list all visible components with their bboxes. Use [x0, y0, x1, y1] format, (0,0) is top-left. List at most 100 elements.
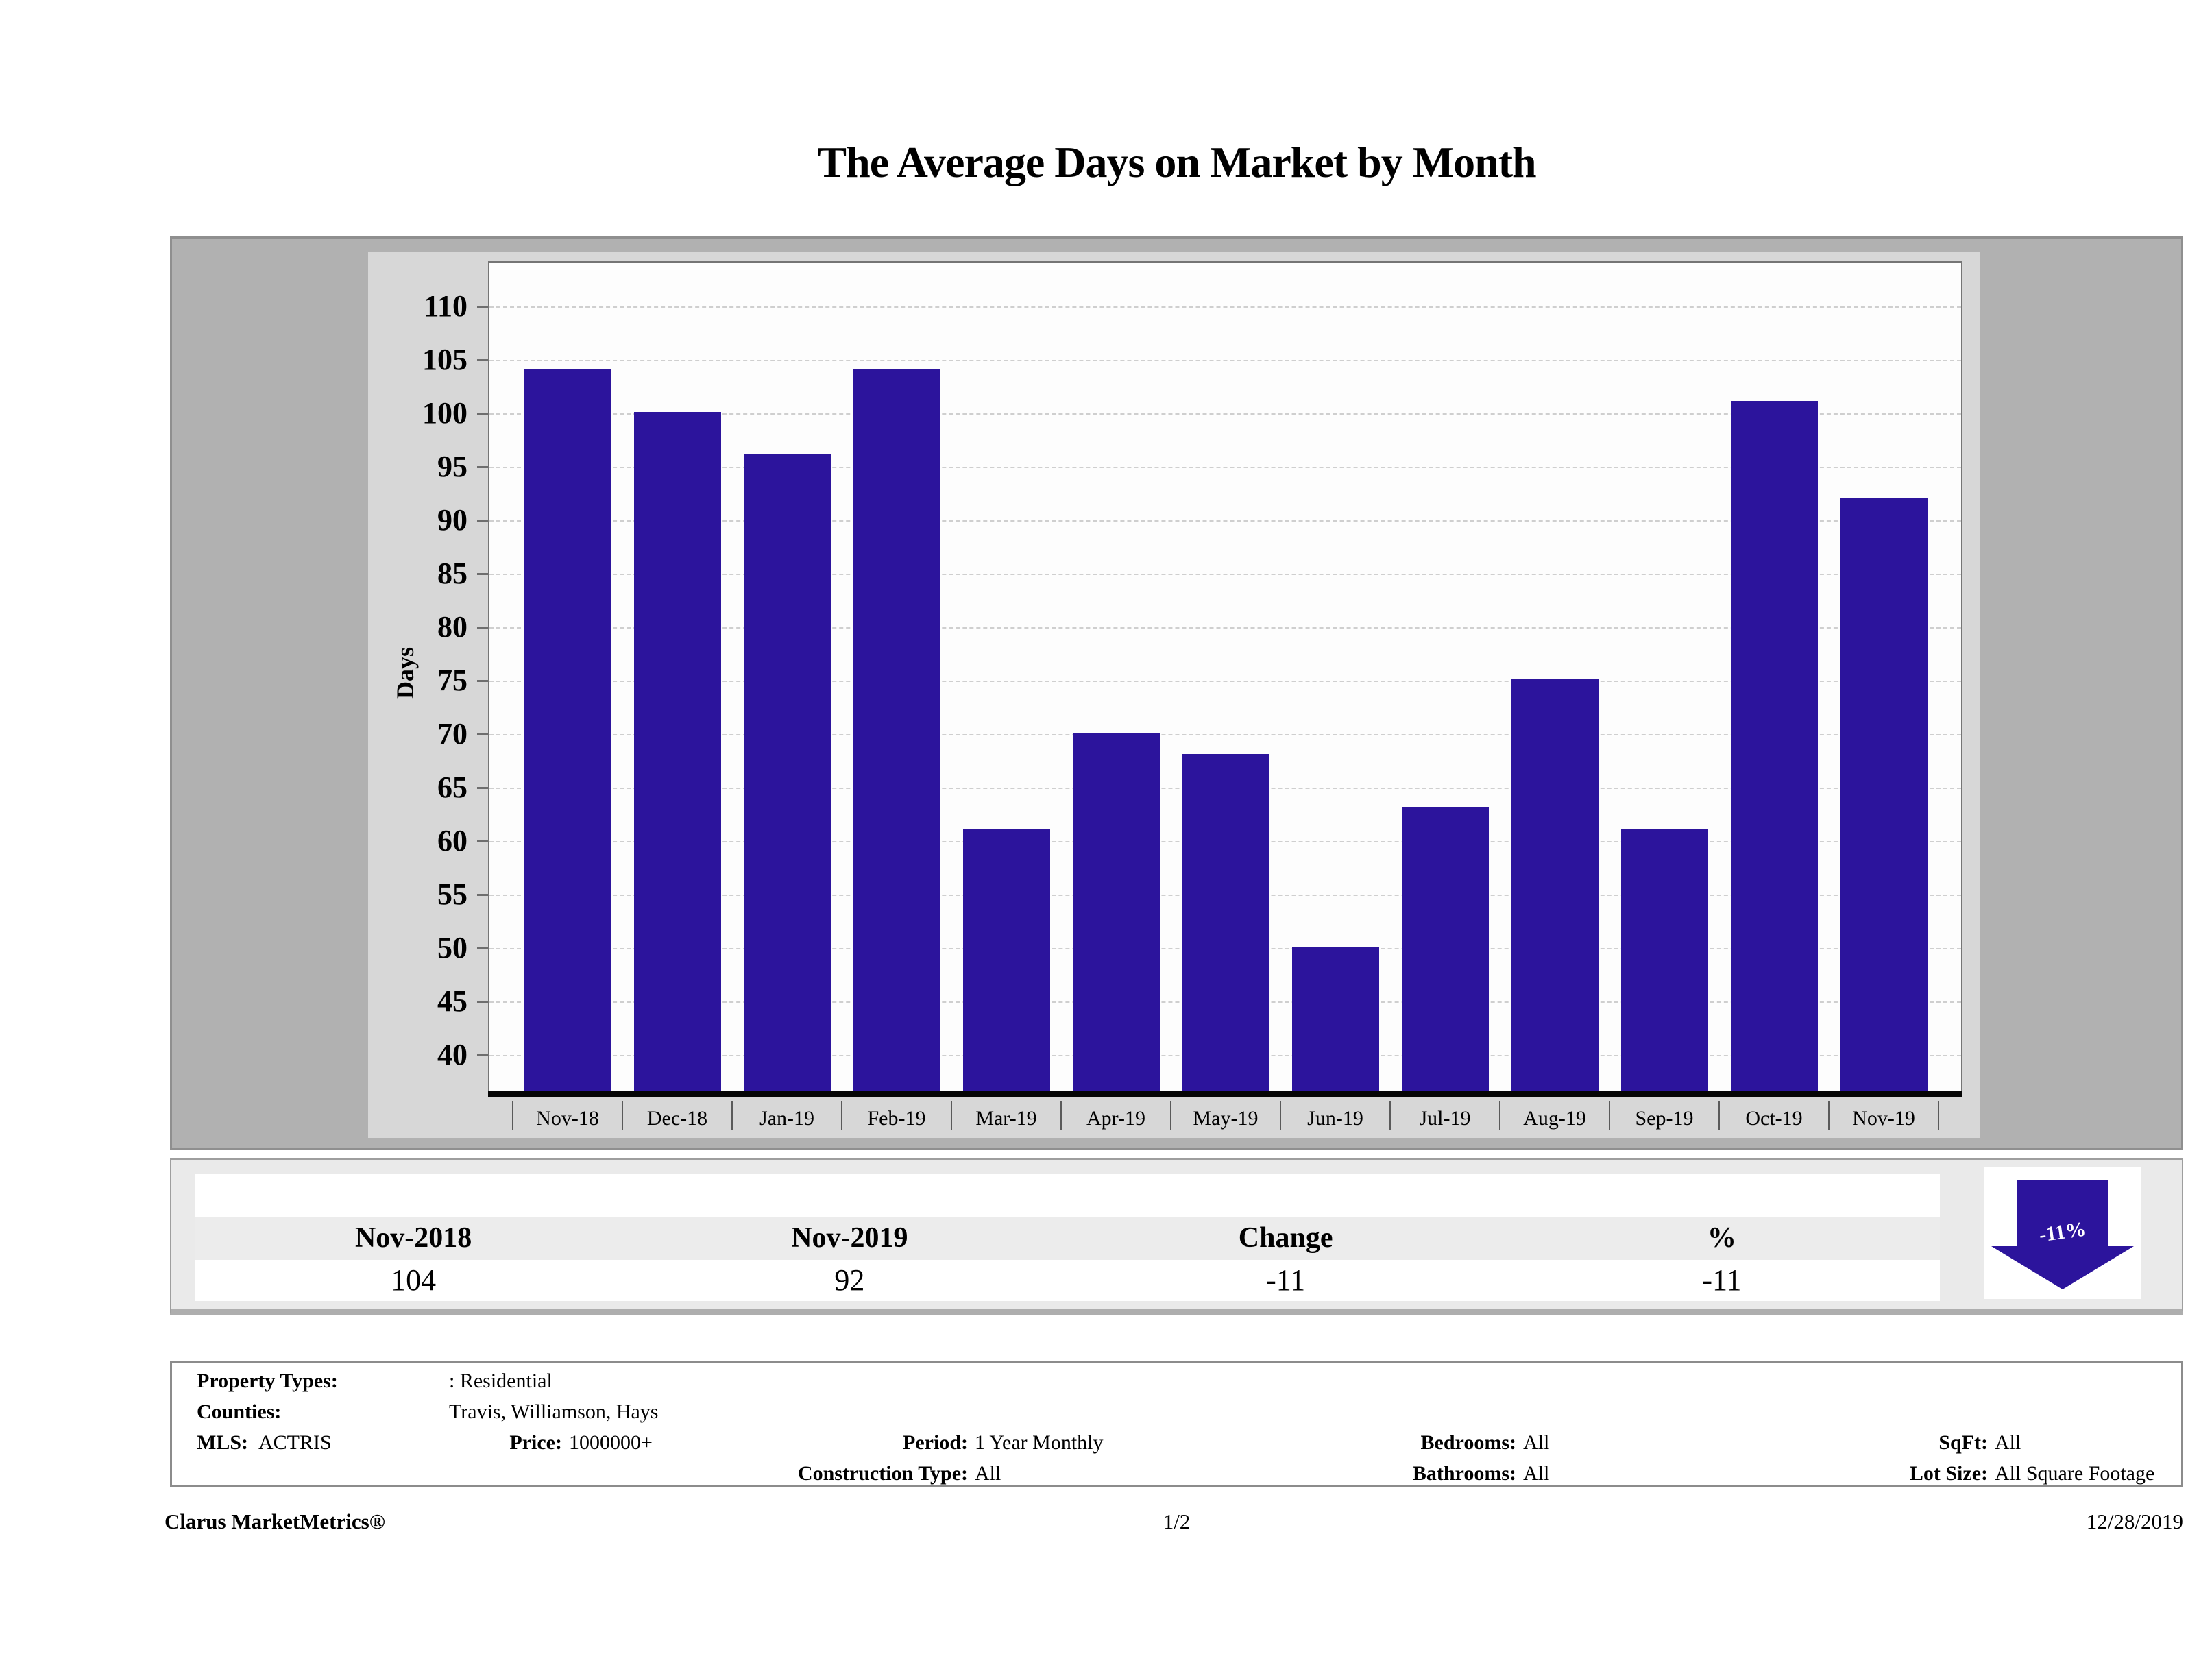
x-tick-label-Apr-19: Apr-19	[1086, 1107, 1146, 1130]
y-tick-mark-80	[477, 626, 488, 629]
y-tick-mark-110	[477, 305, 488, 308]
x-tick-label-Oct-19: Oct-19	[1745, 1107, 1803, 1130]
x-tick-separator	[1718, 1101, 1720, 1130]
footer-date: 12/28/2019	[2086, 1509, 2183, 1533]
summary-value-%: -11	[1702, 1263, 1742, 1297]
bar-Mar-19	[962, 829, 1050, 1095]
footer-brand: Clarus MarketMetrics®	[165, 1509, 385, 1533]
y-tick-mark-40	[477, 1054, 488, 1057]
counties-value: Travis, Williamson, Hays	[449, 1400, 659, 1423]
x-tick-separator	[1170, 1101, 1171, 1130]
y-tick-mark-65	[477, 786, 488, 789]
y-tick-mark-95	[477, 465, 488, 468]
lot-size-value: All Square Footage	[1995, 1462, 2155, 1485]
bar-Oct-19	[1730, 401, 1818, 1095]
x-tick-label-Jul-19: Jul-19	[1419, 1107, 1471, 1130]
x-tick-separator	[1938, 1101, 1939, 1130]
period-label: Period:	[903, 1431, 968, 1454]
gridline-70	[489, 733, 1961, 735]
gridline-90	[489, 520, 1961, 522]
y-tick-mark-90	[477, 519, 488, 522]
bedrooms-label: Bedrooms:	[1420, 1431, 1516, 1454]
x-tick-separator	[1389, 1101, 1391, 1130]
bar-Jan-19	[743, 454, 831, 1095]
down-arrow-icon	[1991, 1180, 2134, 1289]
summary-column-header-Nov-2019: Nov-2019	[791, 1222, 908, 1254]
gridline-75	[489, 680, 1961, 682]
x-axis-baseline	[488, 1091, 1962, 1097]
y-tick-label-55: 55	[437, 877, 467, 911]
summary-column-header-Nov-2018: Nov-2018	[354, 1222, 472, 1254]
x-axis-labels: Nov-18 Dec-18 Jan-19 Feb-19 Mar-19 Apr-19 May-…	[488, 1099, 1962, 1138]
y-tick-label-65: 65	[437, 770, 467, 804]
x-tick-separator	[951, 1101, 952, 1130]
y-tick-label-45: 45	[437, 984, 467, 1019]
y-tick-label-80: 80	[437, 609, 467, 644]
lot-size-label: Lot Size:	[1909, 1462, 1988, 1485]
bar-Dec-18	[633, 411, 721, 1095]
mls-value: ACTRIS	[258, 1431, 332, 1454]
gridline-110	[489, 306, 1961, 308]
summary-column-header-%: %	[1707, 1222, 1736, 1254]
summary-value-row: 104 92 -11 -11	[195, 1260, 1940, 1301]
bar-Jun-19	[1291, 947, 1379, 1095]
y-tick-label-105: 105	[422, 342, 467, 376]
x-tick-separator	[1060, 1101, 1062, 1130]
bar-Sep-19	[1620, 829, 1708, 1095]
y-tick-label-70: 70	[437, 716, 467, 751]
y-tick-mark-75	[477, 679, 488, 682]
filters-row-1: Property Types: : Residential	[0, 1365, 2013, 1396]
x-tick-separator	[1828, 1101, 1830, 1130]
page-number: 1/2	[1163, 1509, 1191, 1533]
y-tick-mark-45	[477, 1001, 488, 1004]
y-tick-label-90: 90	[437, 502, 467, 537]
bar-Feb-19	[853, 369, 940, 1095]
x-tick-separator	[731, 1101, 733, 1130]
sqft-value: All	[1995, 1431, 2021, 1454]
filters-box	[170, 1361, 2183, 1487]
price-value: 1000000+	[569, 1431, 653, 1454]
x-tick-label-Dec-18: Dec-18	[646, 1107, 708, 1130]
filters-row-4: Construction Type: All Bathrooms: All Lo…	[0, 1458, 2154, 1489]
x-tick-label-Nov-19: Nov-19	[1852, 1107, 1915, 1130]
summary-column-header-Change: Change	[1238, 1222, 1333, 1254]
bar-Aug-19	[1511, 679, 1599, 1095]
filters-row-3: MLS: ACTRIS Price: 1000000+ Period: 1 Ye…	[0, 1427, 2021, 1458]
gridline-85	[489, 573, 1961, 575]
x-tick-label-Jun-19: Jun-19	[1307, 1107, 1363, 1130]
x-tick-separator	[1499, 1101, 1500, 1130]
property-types-label: Property Types:	[197, 1370, 338, 1392]
trend-arrow-box: -11%	[1984, 1167, 2141, 1299]
x-tick-label-Jan-19: Jan-19	[759, 1107, 814, 1130]
gridline-80	[489, 627, 1961, 629]
summary-value-Nov-2019: 92	[834, 1263, 865, 1297]
filters-row-2: Counties: Travis, Williamson, Hays	[0, 1396, 2013, 1427]
summary-spacer-row	[195, 1174, 1940, 1217]
bar-May-19	[1182, 754, 1269, 1095]
y-tick-mark-105	[477, 358, 488, 361]
counties-label: Counties:	[197, 1400, 282, 1423]
price-label: Price:	[509, 1431, 562, 1454]
bedrooms-value: All	[1523, 1431, 1550, 1454]
property-types-value: : Residential	[449, 1370, 552, 1392]
x-tick-separator	[622, 1101, 623, 1130]
x-tick-separator	[841, 1101, 842, 1130]
x-tick-label-Feb-19: Feb-19	[867, 1107, 926, 1130]
y-tick-label-100: 100	[422, 396, 467, 430]
y-tick-label-40: 40	[437, 1038, 467, 1072]
y-tick-label-75: 75	[437, 663, 467, 697]
y-tick-label-60: 60	[437, 823, 467, 858]
y-tick-mark-50	[477, 947, 488, 950]
y-tick-label-50: 50	[437, 931, 467, 965]
y-tick-mark-85	[477, 572, 488, 575]
x-tick-label-Sep-19: Sep-19	[1635, 1107, 1694, 1130]
x-tick-label-Mar-19: Mar-19	[975, 1107, 1037, 1130]
bathrooms-label: Bathrooms:	[1412, 1462, 1516, 1485]
bar-Nov-19	[1840, 497, 1928, 1095]
mls-label: MLS:	[197, 1431, 248, 1454]
x-tick-label-Nov-18: Nov-18	[536, 1107, 599, 1130]
summary-value-Change: -11	[1266, 1263, 1306, 1297]
page-title: The Average Days on Market by Month	[817, 138, 1536, 186]
y-tick-label-85: 85	[437, 556, 467, 590]
summary-table: Nov-2018 Nov-2019 Change% 104 92 -11 -11	[195, 1174, 1940, 1301]
